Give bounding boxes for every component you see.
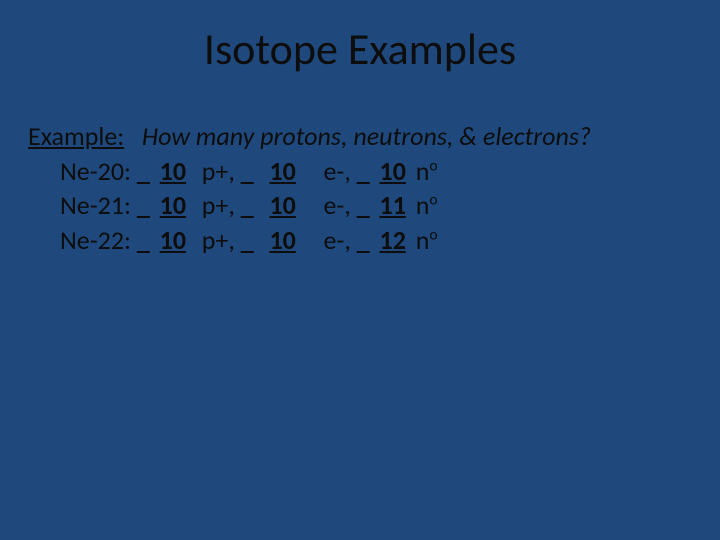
electron-suffix: e-, <box>323 224 350 256</box>
protons-value: 10 <box>150 189 196 222</box>
underscore: _ <box>137 224 150 257</box>
electrons-value: 10 <box>254 189 312 222</box>
underscore: _ <box>357 224 370 257</box>
proton-suffix: p+, <box>202 224 235 256</box>
isotope-label: Ne-21: <box>60 189 131 221</box>
electrons-value: 10 <box>254 224 312 257</box>
underscore: _ <box>241 224 254 257</box>
isotope-row: Ne-22: _10 p+, _10 e-, _12no <box>28 224 591 257</box>
neutron-suffix: n <box>416 224 430 256</box>
isotope-label: Ne-20: <box>60 155 131 187</box>
underscore: _ <box>241 155 254 188</box>
proton-suffix: p+, <box>202 189 235 221</box>
neutrons-value: 10 <box>370 155 416 188</box>
isotope-row: Ne-20: _10 p+, _10 e-, _10no <box>28 155 591 188</box>
neutron-suffix: n <box>416 155 430 187</box>
protons-value: 10 <box>150 224 196 257</box>
neutrons-value: 11 <box>370 189 416 222</box>
underscore: _ <box>137 189 150 222</box>
isotope-row: Ne-21: _10 p+, _10 e-, _11no <box>28 189 591 222</box>
protons-value: 10 <box>150 155 196 188</box>
underscore: _ <box>357 155 370 188</box>
neutron-super: o <box>429 156 437 175</box>
slide-content: Example: How many protons, neutrons, & e… <box>28 120 591 256</box>
underscore: _ <box>137 155 150 188</box>
electron-suffix: e-, <box>323 189 350 221</box>
neutron-super: o <box>429 190 437 209</box>
underscore: _ <box>241 189 254 222</box>
electrons-value: 10 <box>254 155 312 188</box>
example-label: Example: <box>28 120 124 152</box>
neutrons-value: 12 <box>370 224 416 257</box>
proton-suffix: p+, <box>202 155 235 187</box>
slide-title: Isotope Examples <box>0 22 720 76</box>
example-question: How many protons, neutrons, & electrons? <box>142 120 591 152</box>
underscore: _ <box>357 189 370 222</box>
electron-suffix: e-, <box>323 155 350 187</box>
slide: Isotope Examples Example: How many proto… <box>0 0 720 540</box>
isotope-label: Ne-22: <box>60 224 131 256</box>
neutron-suffix: n <box>416 189 430 221</box>
example-line: Example: How many protons, neutrons, & e… <box>28 120 591 153</box>
neutron-super: o <box>429 225 437 244</box>
